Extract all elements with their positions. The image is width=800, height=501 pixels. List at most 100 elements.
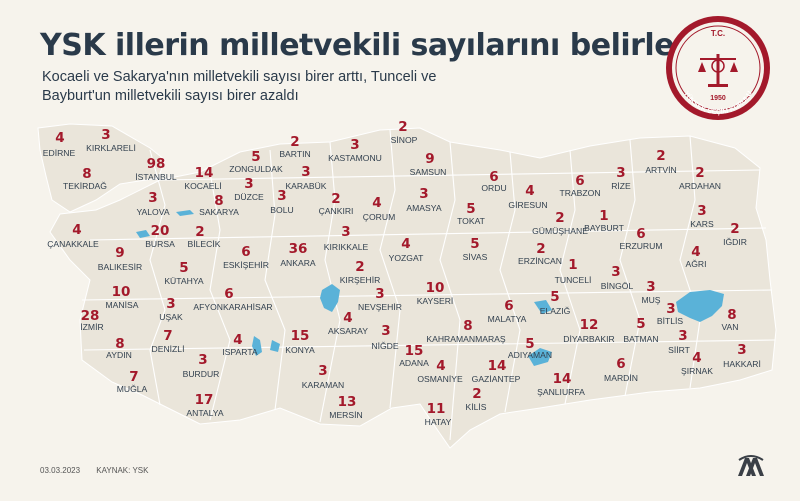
province-name-aksaray: AKSARAY bbox=[328, 326, 368, 336]
province-name-balikesi-r: BALIKESİR bbox=[98, 262, 142, 272]
seat-count-antalya: 17 bbox=[195, 392, 214, 408]
province-name-deni-zli-: DENİZLİ bbox=[152, 344, 185, 354]
subtitle-line-2: Bayburt'un milletvekili sayısı birer aza… bbox=[42, 88, 299, 104]
footer-source: KAYNAK: YSK bbox=[96, 466, 149, 475]
province-name-van: VAN bbox=[721, 322, 738, 332]
seal-year: 1950 bbox=[710, 95, 726, 102]
subtitle-line-1: Kocaeli ve Sakarya'nın milletvekili sayı… bbox=[42, 69, 437, 85]
province-name-kars: KARS bbox=[690, 219, 714, 229]
seat-count-ri-ze: 3 bbox=[616, 165, 625, 181]
seat-count-isparta: 4 bbox=[233, 332, 242, 348]
province-name-kahramanmaraş: KAHRAMANMARAŞ bbox=[426, 334, 506, 344]
seat-count-aydin: 8 bbox=[115, 336, 124, 352]
province-name-i-stanbul: İSTANBUL bbox=[135, 172, 177, 182]
seat-count-i-zmi-r: 28 bbox=[81, 308, 100, 324]
seat-count-malatya: 6 bbox=[504, 298, 513, 314]
province-name-karabük: KARABÜK bbox=[285, 181, 326, 191]
seat-count-bi-tli-s: 3 bbox=[666, 301, 675, 317]
province-name-elaziğ: ELAZIĞ bbox=[540, 306, 571, 316]
aa-agency-logo bbox=[738, 455, 764, 476]
province-name-tunceli-: TUNCELİ bbox=[555, 275, 592, 285]
seat-count-konya: 15 bbox=[291, 328, 310, 344]
seat-count-si-nop: 2 bbox=[398, 119, 407, 135]
province-name-trabzon: TRABZON bbox=[559, 188, 600, 198]
seat-count-teki-rdağ: 8 bbox=[82, 166, 91, 182]
province-name-adana: ADANA bbox=[399, 358, 429, 368]
province-name-bi-leci-k: BİLECİK bbox=[188, 239, 221, 249]
ysk-seal-logo: T.C. 1950 YÜKSEK SEÇİM KURULU bbox=[666, 16, 770, 120]
province-name-gi-resun: GİRESUN bbox=[508, 200, 547, 210]
seat-count-ardahan: 2 bbox=[695, 165, 704, 181]
province-name-batman: BATMAN bbox=[623, 334, 658, 344]
seat-count-amasya: 3 bbox=[419, 186, 428, 202]
province-name-kirşehi-r: KIRŞEHİR bbox=[340, 275, 381, 285]
seat-count-gi-resun: 4 bbox=[525, 183, 534, 199]
seat-count-si-i-rt: 3 bbox=[678, 328, 687, 344]
seat-count-tokat: 5 bbox=[466, 201, 475, 217]
footer-date: 03.03.2023 bbox=[40, 466, 81, 475]
province-name-muş: MUŞ bbox=[641, 295, 660, 305]
lakes bbox=[136, 210, 724, 366]
province-name-burdur: BURDUR bbox=[183, 369, 220, 379]
seat-count-mardi-n: 6 bbox=[616, 356, 625, 372]
seat-count-kirklareli-: 3 bbox=[101, 127, 110, 143]
province-name-bi-tli-s: BİTLİS bbox=[657, 316, 684, 326]
province-name-artvi-n: ARTVİN bbox=[645, 165, 676, 175]
seat-count-gümüşhane: 2 bbox=[555, 210, 564, 226]
province-name-edi-rne: EDİRNE bbox=[43, 148, 76, 158]
seat-count-eski-şehi-r: 6 bbox=[241, 244, 250, 260]
seat-count-kirikkale: 3 bbox=[341, 224, 350, 240]
province-name-kütahya: KÜTAHYA bbox=[164, 276, 204, 286]
footer: 03.03.2023 KAYNAK: YSK bbox=[40, 466, 162, 475]
seat-count-mani-sa: 10 bbox=[112, 284, 131, 300]
province-name-bi-ngöl: BİNGÖL bbox=[601, 281, 634, 291]
seat-count-bolu: 3 bbox=[277, 188, 286, 204]
province-name-adiyaman: ADIYAMAN bbox=[508, 350, 552, 360]
province-name-bartin: BARTIN bbox=[279, 149, 310, 159]
province-name-erzurum: ERZURUM bbox=[620, 241, 663, 251]
seat-count-mersi-n: 13 bbox=[338, 394, 357, 410]
province-name-ağri: AĞRI bbox=[685, 259, 706, 269]
province-name-si-vas: SİVAS bbox=[463, 252, 488, 262]
province-name-mersi-n: MERSİN bbox=[329, 410, 362, 420]
map-land bbox=[37, 123, 777, 449]
seat-count-di-yarbakir: 12 bbox=[580, 317, 599, 333]
province-name-şanliurfa: ŞANLIURFA bbox=[537, 387, 585, 397]
province-name-karaman: KARAMAN bbox=[302, 380, 345, 390]
seat-count-çorum: 4 bbox=[372, 195, 381, 211]
seat-count-bi-ngöl: 3 bbox=[611, 264, 620, 280]
province-name-sakarya: SAKARYA bbox=[199, 207, 239, 217]
province-name-antalya: ANTALYA bbox=[186, 408, 224, 418]
seat-count-çankiri: 2 bbox=[331, 191, 340, 207]
province-name-mani-sa: MANİSA bbox=[106, 300, 139, 310]
seat-count-şirnak: 4 bbox=[692, 350, 701, 366]
seat-count-iğdir: 2 bbox=[730, 221, 739, 237]
seat-count-ankara: 36 bbox=[289, 241, 308, 257]
province-name-samsun: SAMSUN bbox=[410, 167, 447, 177]
seat-count-kayseri-: 10 bbox=[426, 280, 445, 296]
province-name-ankara: ANKARA bbox=[280, 258, 316, 268]
province-name-yozgat: YOZGAT bbox=[389, 253, 424, 263]
province-name-bayburt: BAYBURT bbox=[584, 223, 625, 233]
province-name-bolu: BOLU bbox=[270, 205, 293, 215]
seat-count-bartin: 2 bbox=[290, 134, 299, 150]
province-name-teki-rdağ: TEKİRDAĞ bbox=[63, 181, 107, 191]
seat-count-karabük: 3 bbox=[301, 164, 310, 180]
province-name-erzi-ncan: ERZİNCAN bbox=[518, 256, 562, 266]
province-name-bursa: BURSA bbox=[145, 239, 175, 249]
province-name-kirikkale: KIRIKKALE bbox=[324, 242, 369, 252]
province-name-çorum: ÇORUM bbox=[363, 212, 395, 222]
seat-count-gazi-antep: 14 bbox=[488, 358, 507, 374]
seat-count-ağri: 4 bbox=[691, 244, 700, 260]
province-name-mardi-n: MARDİN bbox=[604, 373, 638, 383]
seat-count-deni-zli-: 7 bbox=[163, 328, 172, 344]
seat-count-şanliurfa: 14 bbox=[553, 371, 572, 387]
province-name-kocaeli-: KOCAELİ bbox=[184, 181, 221, 191]
province-name-hakkari-: HAKKARİ bbox=[723, 359, 761, 369]
lake-van bbox=[676, 290, 724, 322]
province-name-si-i-rt: SİİRT bbox=[668, 345, 691, 355]
province-name-i-zmi-r: İZMİR bbox=[80, 322, 103, 332]
seat-count-yozgat: 4 bbox=[401, 236, 410, 252]
province-name-kirklareli-: KIRKLARELİ bbox=[86, 143, 136, 153]
seat-count-aksaray: 4 bbox=[343, 310, 352, 326]
